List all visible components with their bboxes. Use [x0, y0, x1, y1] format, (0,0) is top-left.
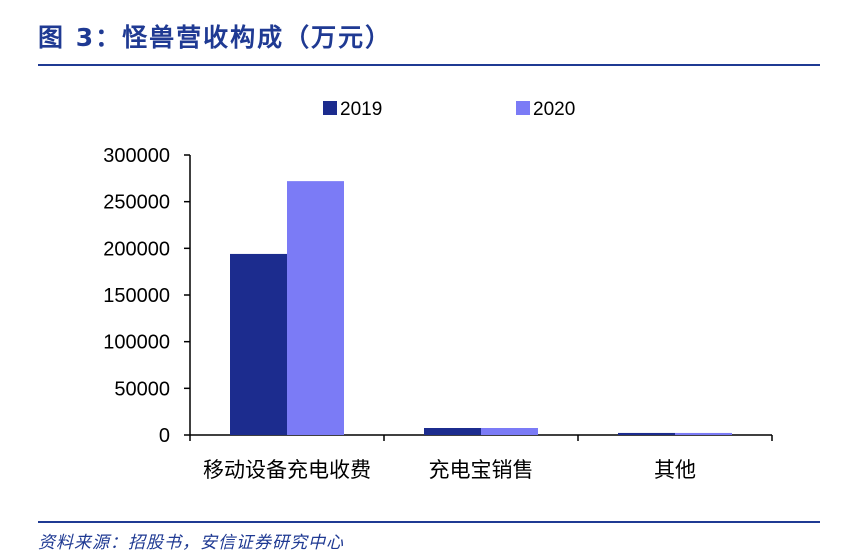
bar-2020-3 — [675, 432, 732, 435]
chart-title: 图 3：怪兽营收构成（万元） — [38, 23, 393, 52]
title-rule — [38, 64, 820, 66]
y-tick-label: 250000 — [103, 192, 170, 214]
y-tick-label: 300000 — [103, 145, 170, 167]
legend-swatch-2019 — [323, 101, 337, 115]
bar-2019-3 — [618, 432, 675, 435]
y-tick-label: 0 — [159, 425, 170, 447]
bar-2019-1 — [230, 253, 287, 435]
y-tick-label: 100000 — [103, 332, 170, 354]
legend-label-2019: 2019 — [340, 99, 382, 120]
legend-swatch-2020 — [516, 101, 530, 115]
bar-2020-2 — [481, 428, 538, 435]
y-tick-label: 200000 — [103, 238, 170, 260]
source-note: 资料来源：招股书，安信证券研究中心 — [38, 533, 344, 553]
y-tick-label: 150000 — [103, 285, 170, 307]
category-label: 其他 — [654, 458, 696, 482]
category-label: 充电宝销售 — [429, 458, 534, 482]
bar-2020-1 — [287, 181, 344, 435]
category-label: 移动设备充电收费 — [203, 458, 371, 482]
footer-rule — [38, 521, 820, 523]
bar-2019-2 — [424, 428, 481, 435]
y-tick-label: 50000 — [114, 378, 170, 400]
legend-label-2020: 2020 — [533, 99, 575, 120]
